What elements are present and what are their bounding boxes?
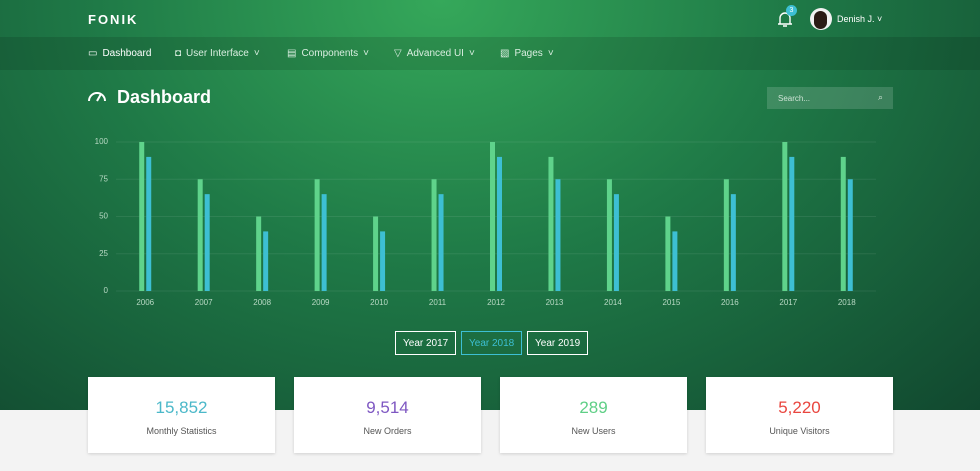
nav-label: Advanced UI <box>406 48 464 59</box>
bell-icon[interactable] <box>776 10 794 28</box>
y-tick-label: 0 <box>104 286 109 295</box>
year-button[interactable]: Year 2018 <box>461 331 523 355</box>
y-tick-label: 75 <box>99 174 108 183</box>
x-tick-label: 2009 <box>312 298 330 307</box>
x-tick-label: 2018 <box>838 298 856 307</box>
x-tick-label: 2012 <box>487 298 505 307</box>
bar <box>847 179 853 291</box>
brand[interactable]: FONIK <box>88 12 139 27</box>
nav-bar: ▭ Dashboard ◘ User Interface ˅ ▤ Compone… <box>0 37 980 70</box>
nav-item[interactable]: ▤ Components ˅ <box>287 48 369 59</box>
bar <box>197 179 203 291</box>
bar <box>555 179 561 291</box>
stat-label: New Users <box>571 426 616 436</box>
bar <box>263 231 269 291</box>
bar <box>672 231 678 291</box>
gauge-icon <box>88 92 106 102</box>
bar <box>789 156 795 291</box>
x-tick-label: 2016 <box>721 298 739 307</box>
bar <box>782 142 788 291</box>
y-tick-label: 100 <box>95 137 109 146</box>
bar <box>256 216 262 291</box>
bar <box>490 142 495 291</box>
stat-value: 15,852 <box>155 398 208 417</box>
nav-item[interactable]: ◘ User Interface ˅ <box>175 48 260 59</box>
stat-card: 289 New Users <box>500 377 687 453</box>
bar <box>613 194 619 291</box>
stat-value: 289 <box>579 398 608 417</box>
nav-item[interactable]: ▽ Advanced UI ˅ <box>394 48 475 59</box>
x-tick-label: 2017 <box>779 298 797 307</box>
notification-badge: 3 <box>786 5 797 16</box>
nav-label: Pages <box>514 48 543 59</box>
x-tick-label: 2007 <box>195 298 213 307</box>
year-button[interactable]: Year 2017 <box>395 331 457 355</box>
user-name[interactable]: Denish J. ˅ <box>837 14 883 24</box>
bar <box>380 231 386 291</box>
nav-item[interactable]: ▧ Pages ˅ <box>500 48 554 59</box>
stat-value: 9,514 <box>366 398 409 417</box>
bar <box>314 179 320 291</box>
top-bar: FONIK 3 Denish J. ˅ <box>0 0 980 37</box>
stat-label: New Orders <box>363 426 412 436</box>
bar <box>723 179 729 291</box>
bar <box>730 194 736 291</box>
stat-label: Unique Visitors <box>769 426 830 436</box>
page-title: Dashboard <box>117 87 212 107</box>
nav-label: Components <box>301 48 359 59</box>
nav-label: Dashboard <box>102 48 152 59</box>
bar <box>321 194 327 291</box>
x-tick-label: 2013 <box>546 298 564 307</box>
bar <box>606 179 612 291</box>
y-tick-label: 50 <box>99 212 108 221</box>
stat-label: Monthly Statistics <box>146 426 217 436</box>
bar <box>665 216 671 291</box>
bar <box>146 156 152 291</box>
search-icon: ⌕ <box>877 92 883 102</box>
stat-card: 9,514 New Orders <box>294 377 481 453</box>
x-tick-label: 2010 <box>370 298 388 307</box>
stat-value: 5,220 <box>778 398 821 417</box>
bar <box>548 156 554 291</box>
chart: 0 25 50 75 100 2006 2007 2008 2009 2010 2011 2012 20… <box>94 137 857 308</box>
x-tick-label: 2011 <box>429 298 447 307</box>
bar <box>139 142 145 291</box>
x-tick-label: 2006 <box>136 298 154 307</box>
bar <box>438 194 444 291</box>
y-tick-label: 25 <box>99 249 108 258</box>
search-box[interactable]: Search... ⌕ <box>767 87 893 109</box>
bar <box>204 194 210 291</box>
x-tick-label: 2014 <box>604 298 622 307</box>
avatar[interactable] <box>810 8 832 30</box>
stat-card: 15,852 Monthly Statistics <box>88 377 275 453</box>
bar <box>373 216 379 291</box>
nav-item[interactable]: ▭ Dashboard <box>88 48 152 59</box>
year-button[interactable]: Year 2019 <box>527 331 589 355</box>
bar <box>431 179 437 291</box>
x-tick-label: 2015 <box>662 298 680 307</box>
x-tick-label: 2008 <box>253 298 271 307</box>
search-placeholder: Search... <box>778 94 811 103</box>
bar <box>840 156 846 291</box>
bar <box>497 156 502 291</box>
nav-label: User Interface <box>186 48 249 59</box>
stat-card: 5,220 Unique Visitors <box>706 377 893 453</box>
user-name-text: Denish J. <box>837 14 875 24</box>
